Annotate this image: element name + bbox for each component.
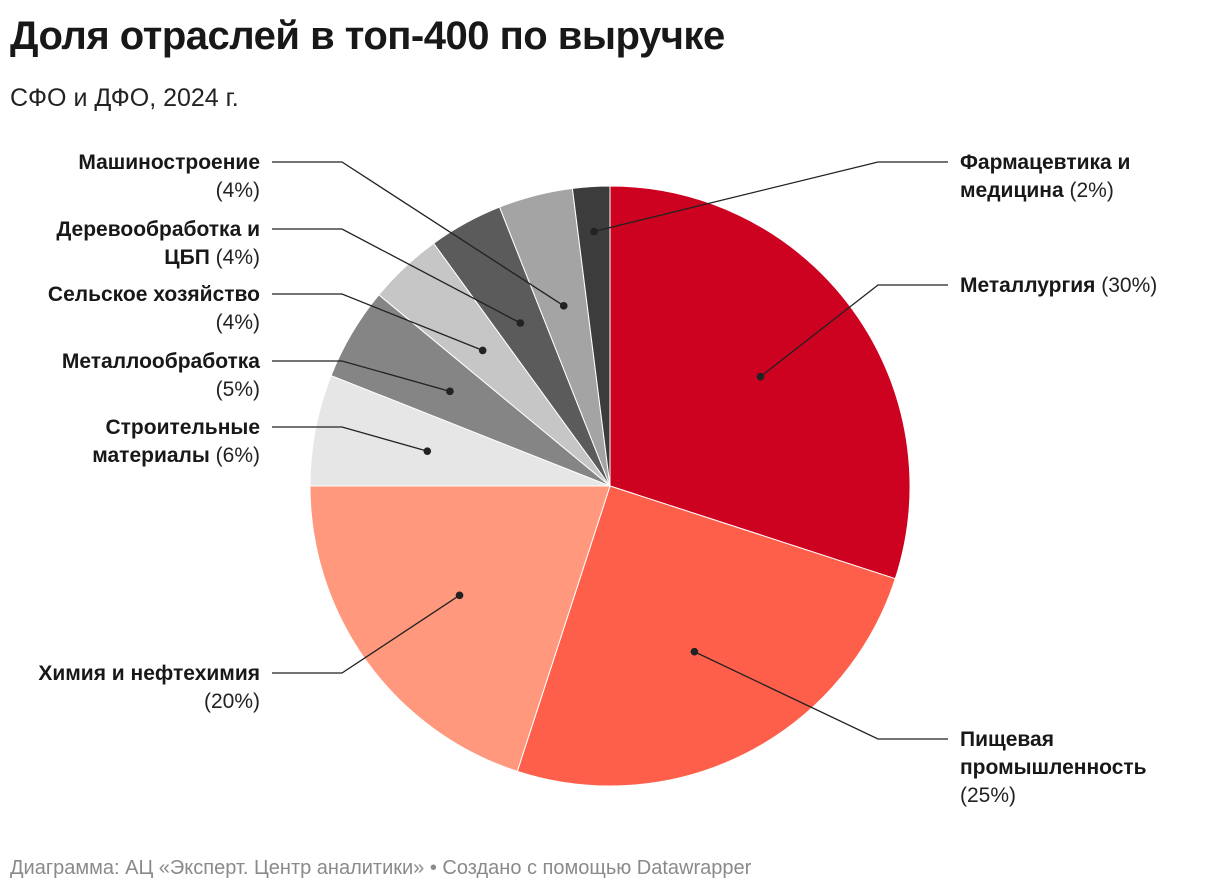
slice-name: ЦБП <box>164 246 210 269</box>
slice-label-пищевая-промышленность: Пищевая промышленность (25%) <box>960 728 1147 807</box>
pie-slice-пищевая-промышленность[interactable] <box>516 485 896 787</box>
leader-line-металлургия <box>760 284 948 378</box>
leader-line-фармацевтика-и-медицина <box>593 161 948 233</box>
slice-percent: (30%) <box>1095 274 1157 297</box>
leader-dot-машиностроение <box>559 302 568 310</box>
slice-percent: (25%) <box>960 784 1016 807</box>
slice-name: медицина <box>960 179 1064 202</box>
slice-label-металлообработка: Металлообработка (5%) <box>62 350 260 401</box>
leader-line-строительные-материалы <box>272 426 428 452</box>
slice-percent: (2%) <box>1064 179 1114 202</box>
leader-dot-химия-и-нефтехимия <box>455 591 464 600</box>
leader-line-пищевая-промышленность <box>694 651 948 740</box>
slice-label-сельское-хозяйство: Сельское хозяйство (4%) <box>48 283 260 334</box>
slice-label-фармацевтика-и-медицина: Фармацевтика и медицина (2%) <box>960 151 1130 202</box>
slice-name: Металлургия <box>960 274 1095 297</box>
slice-name: Фармацевтика и <box>960 151 1130 174</box>
slice-label-деревообработка-и-цбп: Деревообработка и ЦБП (4%) <box>56 218 260 269</box>
pie-slices <box>309 185 911 787</box>
slice-name: промышленность <box>960 756 1147 779</box>
leader-dot-металлообработка <box>446 387 454 396</box>
leader-dot-деревообработка-и-цбп <box>516 319 525 327</box>
slice-name: Пищевая <box>960 728 1054 751</box>
slice-percent: (4%) <box>216 179 260 202</box>
leader-line-деревообработка-и-цбп <box>272 228 521 324</box>
pie-slice-металлургия[interactable] <box>609 185 911 580</box>
pie-slice-химия-и-нефтехимия[interactable] <box>309 485 611 772</box>
slice-name: материалы <box>92 444 210 467</box>
chart-title: Доля отраслей в топ-400 по выручке <box>10 14 725 58</box>
pie-slice-фармацевтика-и-медицина[interactable] <box>571 185 611 487</box>
leader-dot-сельское-хозяйство <box>478 346 487 355</box>
slice-label-химия-и-нефтехимия: Химия и нефтехимия (20%) <box>38 662 260 713</box>
leader-dot-пищевая-промышленность <box>690 647 699 656</box>
leader-line-химия-и-нефтехимия <box>272 594 460 674</box>
leader-line-машиностроение <box>272 161 565 307</box>
slice-percent: (6%) <box>210 444 260 467</box>
leader-line-металлообработка <box>272 360 451 392</box>
slice-name: Строительные <box>105 416 260 439</box>
slice-name: Металлообработка <box>62 350 260 373</box>
slice-label-машиностроение: Машиностроение (4%) <box>78 151 260 202</box>
slice-label-строительные-материалы: Строительные материалы (6%) <box>92 416 260 467</box>
slice-label-металлургия: Металлургия (30%) <box>960 274 1157 297</box>
leader-dot-фармацевтика-и-медицина <box>590 227 598 236</box>
leader-dot-металлургия <box>756 372 765 381</box>
slice-labels: Металлургия (30%) Пищевая промышленность (2… <box>38 151 1157 807</box>
chart-subtitle: СФО и ДФО, 2024 г. <box>10 84 239 112</box>
slice-percent: (4%) <box>210 246 260 269</box>
leader-dot-строительные-материалы <box>423 447 432 455</box>
slice-percent: (20%) <box>204 690 260 713</box>
slice-name: Химия и нефтехимия <box>38 662 260 685</box>
leader-line-сельское-хозяйство <box>272 293 483 352</box>
slice-percent: (5%) <box>216 378 260 401</box>
slice-name: Сельское хозяйство <box>48 283 260 306</box>
slice-name: Машиностроение <box>78 151 260 174</box>
slice-name: Деревообработка и <box>56 218 260 241</box>
leader-lines <box>272 161 948 740</box>
slice-percent: (4%) <box>216 311 260 334</box>
chart-footer: Диаграмма: АЦ «Эксперт. Центр аналитики»… <box>10 857 752 879</box>
